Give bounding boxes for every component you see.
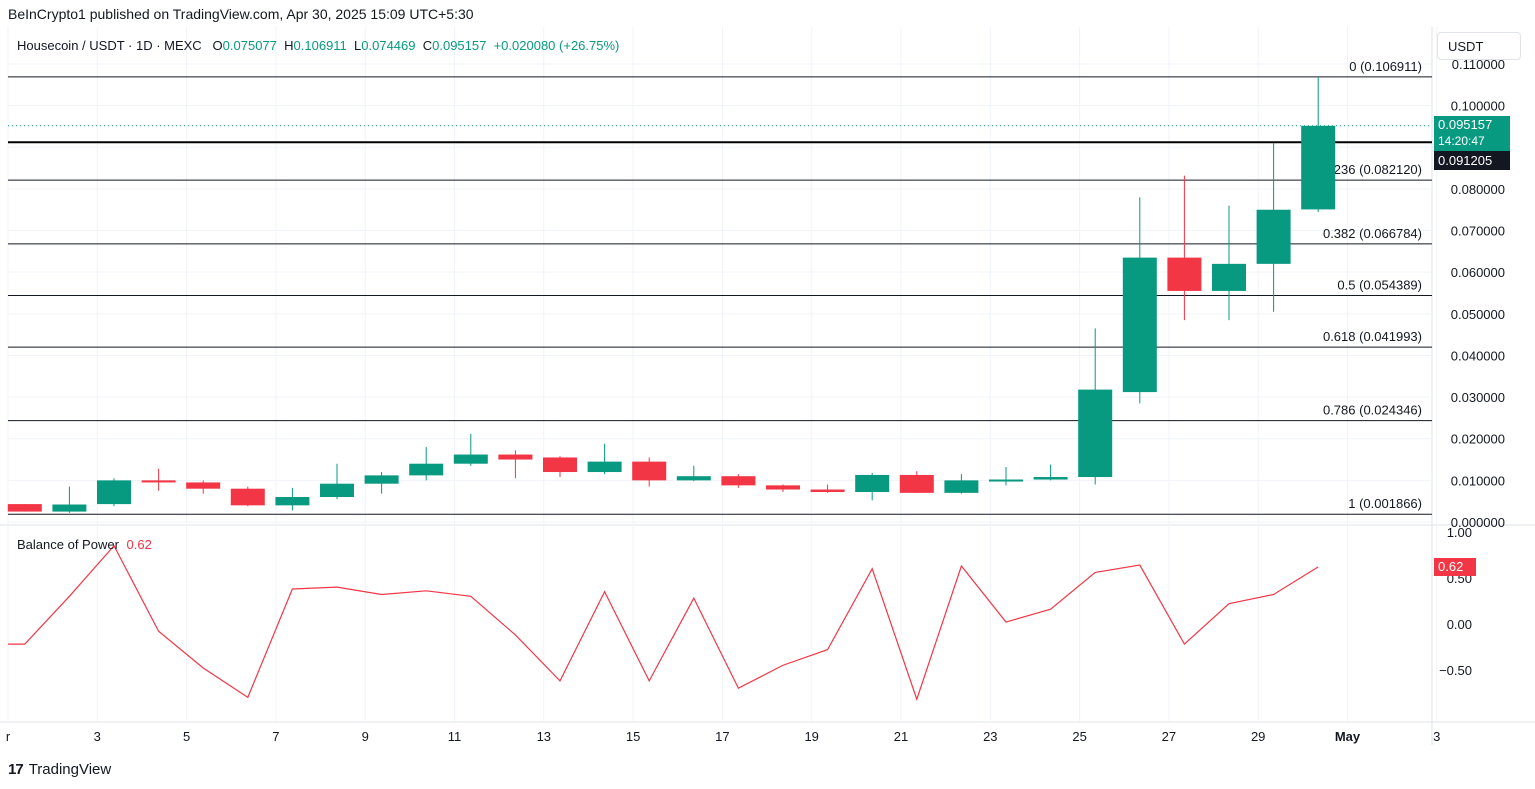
time-axis-label: 27 — [1162, 729, 1176, 744]
symbol-name[interactable]: Housecoin / USDT · 1D · MEXC — [17, 38, 202, 53]
time-axis-label: 15 — [626, 729, 640, 744]
currency-button[interactable]: USDT — [1437, 32, 1521, 60]
candle-body — [543, 457, 577, 473]
time-axis-label: 3 — [94, 729, 101, 744]
publisher-line: BeInCrypto1 published on TradingView.com… — [8, 6, 474, 22]
bop-axis-label: 0.00 — [1447, 617, 1472, 632]
price-axis-label: 0.080000 — [1451, 182, 1505, 197]
candle-body — [52, 504, 87, 512]
candle-body — [275, 497, 310, 506]
time-axis-label: 3 — [1433, 729, 1440, 744]
fib-level-label: 0.786 (0.024346) — [1323, 403, 1422, 418]
time-axis-label: 5 — [183, 729, 190, 744]
low-value: 0.074469 — [361, 38, 416, 53]
candle-body — [1122, 257, 1157, 393]
price-axis-label: 0.110000 — [1452, 57, 1505, 72]
fib-level-label: 0 (0.106911) — [1349, 59, 1422, 74]
time-axis-label: 29 — [1251, 729, 1265, 744]
candle-body — [587, 461, 622, 473]
candle-body — [944, 480, 979, 493]
tradingview-logo[interactable]: 17 TradingView — [8, 761, 111, 778]
fib-level-label: 0.236 (0.082120) — [1323, 162, 1422, 177]
fib-level-label: 0.5 (0.054389) — [1337, 278, 1422, 293]
candle-body — [1078, 389, 1113, 478]
candle-body — [1167, 257, 1202, 291]
candle-body — [1301, 125, 1336, 210]
time-axis-label: 21 — [894, 729, 908, 744]
crosshair-price-tag: 0.091205 — [1434, 151, 1510, 170]
time-axis-label: 25 — [1072, 729, 1086, 744]
price-axis-label: 0.100000 — [1451, 99, 1505, 114]
price-axis-label: 0.010000 — [1451, 473, 1505, 488]
bop-legend[interactable]: Balance of Power 0.62 — [17, 537, 152, 552]
bop-series-line — [8, 544, 1319, 702]
time-axis-label: 13 — [537, 729, 551, 744]
high-value: 0.106911 — [293, 38, 347, 53]
candle-body — [810, 489, 845, 493]
candle-body — [230, 488, 265, 506]
time-axis-label: 9 — [362, 729, 369, 744]
price-axis-label: 0.060000 — [1451, 265, 1505, 280]
change-value: +0.020080 (+26.75%) — [493, 38, 620, 53]
current-price-tag: 0.095157 14:20:47 — [1434, 116, 1510, 151]
tradingview-logo-text: TradingView — [28, 761, 112, 778]
candle-body — [409, 463, 444, 476]
time-axis-label: 7 — [272, 729, 279, 744]
candle-body — [97, 480, 131, 505]
fib-level-label: 0.618 (0.041993) — [1323, 329, 1422, 344]
low-label: L — [354, 38, 362, 53]
candle-body — [498, 454, 533, 460]
candle-body — [364, 475, 399, 484]
price-axis-label: 0.050000 — [1451, 307, 1505, 322]
bop-name: Balance of Power — [17, 537, 119, 552]
candle-body — [1212, 263, 1246, 291]
time-axis-label: 23 — [983, 729, 997, 744]
price-axis-label: 0.000000 — [1451, 515, 1505, 530]
price-axis-label: 0.040000 — [1451, 348, 1505, 363]
candle-body — [320, 483, 354, 498]
price-axis-label: 0.020000 — [1451, 432, 1505, 447]
candle-body — [453, 454, 488, 464]
candle-body — [632, 461, 667, 481]
candle-body — [186, 482, 221, 489]
time-axis-label: May — [1335, 729, 1361, 744]
candle-body — [141, 480, 176, 483]
open-label: O — [212, 38, 223, 53]
fib-level-label: 1 (0.001866) — [1348, 496, 1422, 511]
candle-body — [7, 504, 42, 512]
time-axis-label: 11 — [448, 729, 462, 744]
open-value: 0.075077 — [222, 38, 277, 53]
candle-body — [855, 474, 890, 493]
candle-body — [989, 479, 1023, 482]
candle-body — [899, 474, 934, 493]
close-value: 0.095157 — [432, 38, 487, 53]
candle-body — [766, 485, 800, 490]
time-axis-label: r — [6, 729, 11, 744]
bop-axis-label: 1.00 — [1447, 525, 1472, 540]
bop-value-tag: 0.62 — [1434, 558, 1476, 576]
close-label: C — [422, 38, 433, 53]
price-axis-label: 0.070000 — [1451, 224, 1505, 239]
candle-body — [1033, 477, 1068, 480]
current-price: 0.095157 — [1438, 117, 1493, 132]
fib-level-label: 0.382 (0.066784) — [1323, 226, 1422, 241]
countdown-timer: 14:20:47 — [1438, 134, 1485, 148]
high-label: H — [284, 38, 294, 53]
time-axis-label: 17 — [715, 729, 729, 744]
candle-body — [721, 476, 756, 486]
candle-body — [676, 476, 711, 481]
bop-legend-value: 0.62 — [126, 537, 152, 552]
tradingview-logo-icon: 17 — [8, 761, 24, 778]
candle-body — [1256, 209, 1291, 264]
symbol-legend: Housecoin / USDT · 1D · MEXC O0.075077 H… — [17, 38, 619, 53]
price-axis-label: 0.030000 — [1451, 390, 1505, 405]
bop-axis-label: −0.50 — [1439, 663, 1472, 678]
time-axis-label: 19 — [804, 729, 818, 744]
